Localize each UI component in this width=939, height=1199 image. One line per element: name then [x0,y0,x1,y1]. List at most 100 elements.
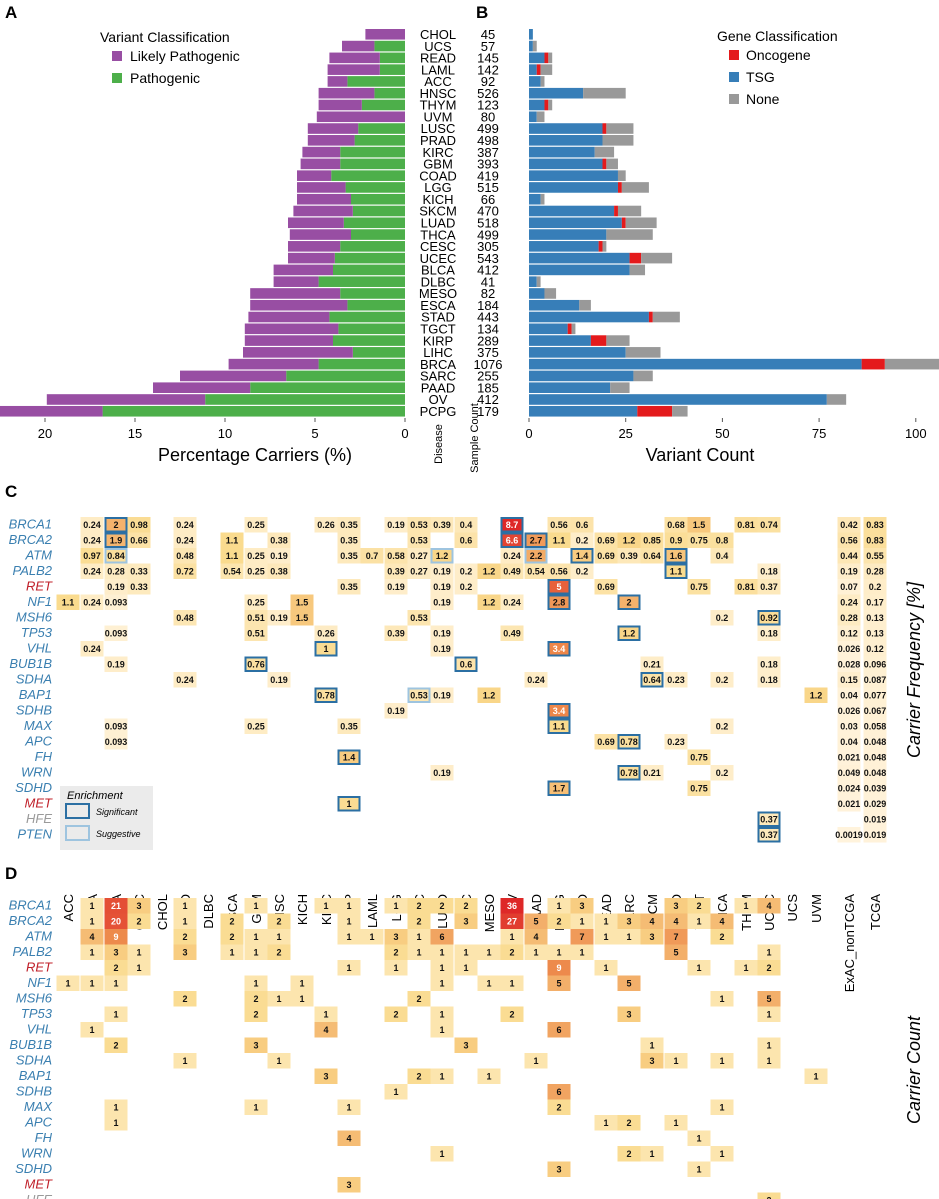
cell-brca1-brca [104,898,128,914]
cell-value-max-exac_nontcga: 0.03 [840,722,858,732]
cell-palb2-brca [104,563,128,579]
cell-value-max-pcpg: 1.1 [553,722,566,732]
cell-value-sdhd-exac_nontcga: 0.024 [838,784,861,794]
bar-b-none-kirc [594,146,615,158]
gene-label-tp53: TP53 [21,625,53,640]
bar-a-pathogenic-meso [340,288,405,299]
cell-value-bap1-meso: 1 [486,1072,491,1082]
disease-label-cesc: CESC [420,239,456,254]
cell-value-sdhd-pcpg: 1.7 [553,784,566,794]
cell-value-palb2-gbm: 1 [253,948,258,958]
bar-a-pathogenic-ov [205,394,405,405]
cell-value-ret-exac_nontcga: 0.07 [840,582,858,592]
significant-marker-atm-stad [664,548,688,564]
cell-ret-ucec [757,579,781,595]
cell-nf1-meso [477,594,501,610]
cell-fh-kirp [337,749,361,765]
bar-b-tsg-coad [529,170,618,181]
cell-value-palb2-hnsc: 0.38 [270,567,288,577]
cell-nf1-brca [104,594,128,610]
cell-nf1-tcga [863,594,887,610]
bar-b-none-ov [826,394,847,405]
cell-value-sdhb-pcpg: 3.4 [553,706,566,716]
suggestive-marker-bap1-lihc [407,687,431,703]
cell-tp53-ov [500,625,524,641]
gene-label-brca2: BRCA2 [9,913,53,928]
bar-a-likely-pathogenic-skcm [293,205,353,217]
cell-value-atm-coad: 2 [182,932,187,942]
cell-bub1b-lusc [454,656,478,672]
cell-value-atm-tcga: 0.55 [866,551,884,561]
cell-value-bub1b-ucec: 0.18 [760,660,778,670]
bars-b [529,29,939,417]
cell-fh-tgct [687,1130,711,1146]
cell-value-msh6-gbm: 0.51 [247,613,265,623]
cell-atm-exac_nontcga [837,548,861,564]
disease-label-ov: OV [429,392,448,407]
cell-value-bap1-kirc: 0.78 [317,691,335,701]
cell-palb2-gbm [244,944,268,960]
cell-value-nf1-pcpg: 5 [556,979,561,989]
cell-apc-read [594,1115,618,1131]
bar-b-tsg-read [529,52,545,64]
bar-a-likely-pathogenic-thym [318,99,362,111]
cell-value-brca2-prad: 1 [579,917,584,927]
significant-marker-brca2-ov [500,532,524,548]
cell-brca1-blca [80,898,104,914]
cell-value-bap1-lihc: 2 [416,1072,421,1082]
cell-value-atm-skcm: 0.64 [643,551,661,561]
cell-brca2-coad [173,913,197,929]
cell-atm-read [594,929,618,945]
bar-b-tsg-pcpg [529,405,638,417]
cell-value-bub1b-brca: 0.19 [107,660,125,670]
cell-sdha-hnsc [267,672,291,688]
column-label-kich: KICH [295,894,310,925]
cell-palb2-exac_nontcga [837,563,861,579]
sample-count-kirp: 289 [477,333,499,348]
bar-a-likely-pathogenic-ucec [288,252,335,264]
bar-b-none-brca [884,358,939,370]
bar-b-tsg-prad [529,135,603,146]
cell-bap1-luad [430,1068,454,1084]
cell-brca2-esca [220,532,244,548]
cell-palb2-coad [173,563,197,579]
cell-bub1b-ucec [757,1037,781,1053]
disease-label-thym: THYM [420,98,457,113]
cell-brca1-tgct [687,517,711,533]
cell-brca2-skcm [640,532,664,548]
cell-value-vhl-exac_nontcga: 0.026 [838,644,861,654]
cell-atm-coad [173,929,197,945]
cell-value-msh6-coad: 2 [182,994,187,1004]
bar-b-oncogene-tgct [567,323,572,335]
panel-label-c: C [5,482,17,501]
significant-marker-bub1b-gbm [244,656,268,672]
cell-palb2-cesc [127,944,151,960]
legend-a: Variant Classification Likely Pathogenic… [100,29,240,86]
gene-label-wrn: WRN [21,1146,53,1161]
bar-b-tsg-brca [529,358,862,370]
cell-value-ret-kirp: 1 [346,963,351,973]
cell-value-palb2-ov: 2 [509,948,514,958]
cell-value-ret-tcga: 0.2 [869,582,882,592]
cell-value-apc-read: 1 [603,1118,608,1128]
sample-count-thca: 499 [477,227,499,242]
gene-label-palb2: PALB2 [12,563,52,578]
bar-a-pathogenic-sarc [286,370,405,382]
cell-value-brca1-pcpg: 1 [556,901,561,911]
cell-value-ret-read: 1 [603,963,608,973]
cell-brca2-prad [570,532,594,548]
cell-brca1-brca [104,517,128,533]
sample-count-skcm: 470 [477,204,499,219]
sample-count-brca: 1076 [474,357,503,372]
cell-value-brca1-stad: 0.68 [667,520,685,530]
sample-count-kich: 66 [481,192,495,207]
cell-value-atm-paad: 4 [533,932,538,942]
gene-label-msh6: MSH6 [16,991,53,1006]
bar-a-likely-pathogenic-stad [248,311,330,323]
tick-label-a-10: 10 [218,426,232,441]
cell-bub1b-skcm [640,1037,664,1053]
cell-value-wrn-sarc: 2 [626,1149,631,1159]
cell-value-atm-brca: 9 [113,932,118,942]
cell-value-max-gbm: 1 [253,1103,258,1113]
cell-value-palb2-meso: 1.2 [483,567,496,577]
